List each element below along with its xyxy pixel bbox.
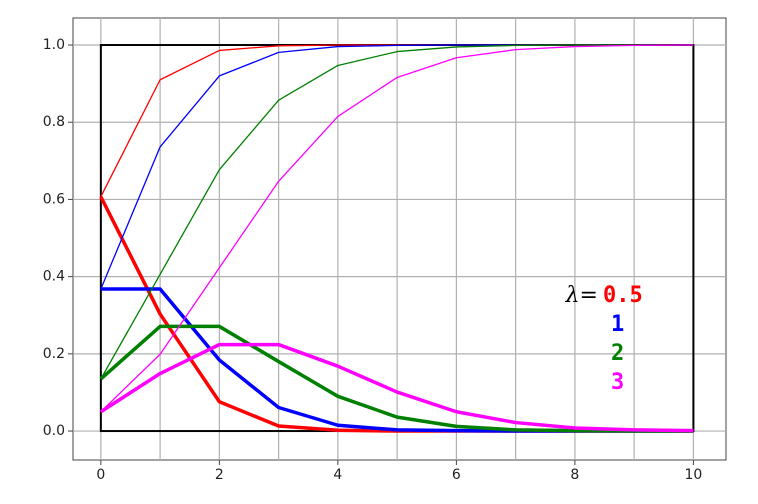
x-tick-label: 4 (333, 467, 342, 483)
x-tick-label: 8 (570, 467, 579, 483)
pmf-line (99, 342, 694, 433)
axes-frame (72, 17, 727, 461)
x-tick-label: 6 (452, 467, 461, 483)
y-tick-label: 0.4 (43, 269, 65, 285)
pmf-line (99, 324, 694, 433)
y-tick-label: 0.8 (43, 114, 65, 130)
legend-entry: 2 (611, 341, 624, 366)
x-tick-label: 0 (96, 467, 105, 483)
legend-entry: 1 (611, 312, 624, 337)
legend-entry: 0.5 (603, 283, 643, 308)
cdf-line (100, 44, 694, 413)
y-tick-label: 1.0 (43, 37, 65, 53)
legend-entry: 3 (611, 370, 624, 395)
y-tick-label: 0.0 (43, 423, 65, 439)
x-tick-label: 10 (684, 467, 702, 483)
y-tick-label: 0.2 (43, 346, 65, 362)
legend-title: λ= (565, 283, 598, 308)
y-tick-label: 0.6 (43, 191, 65, 207)
cdf-line (100, 44, 694, 380)
x-tick-label: 2 (215, 467, 224, 483)
